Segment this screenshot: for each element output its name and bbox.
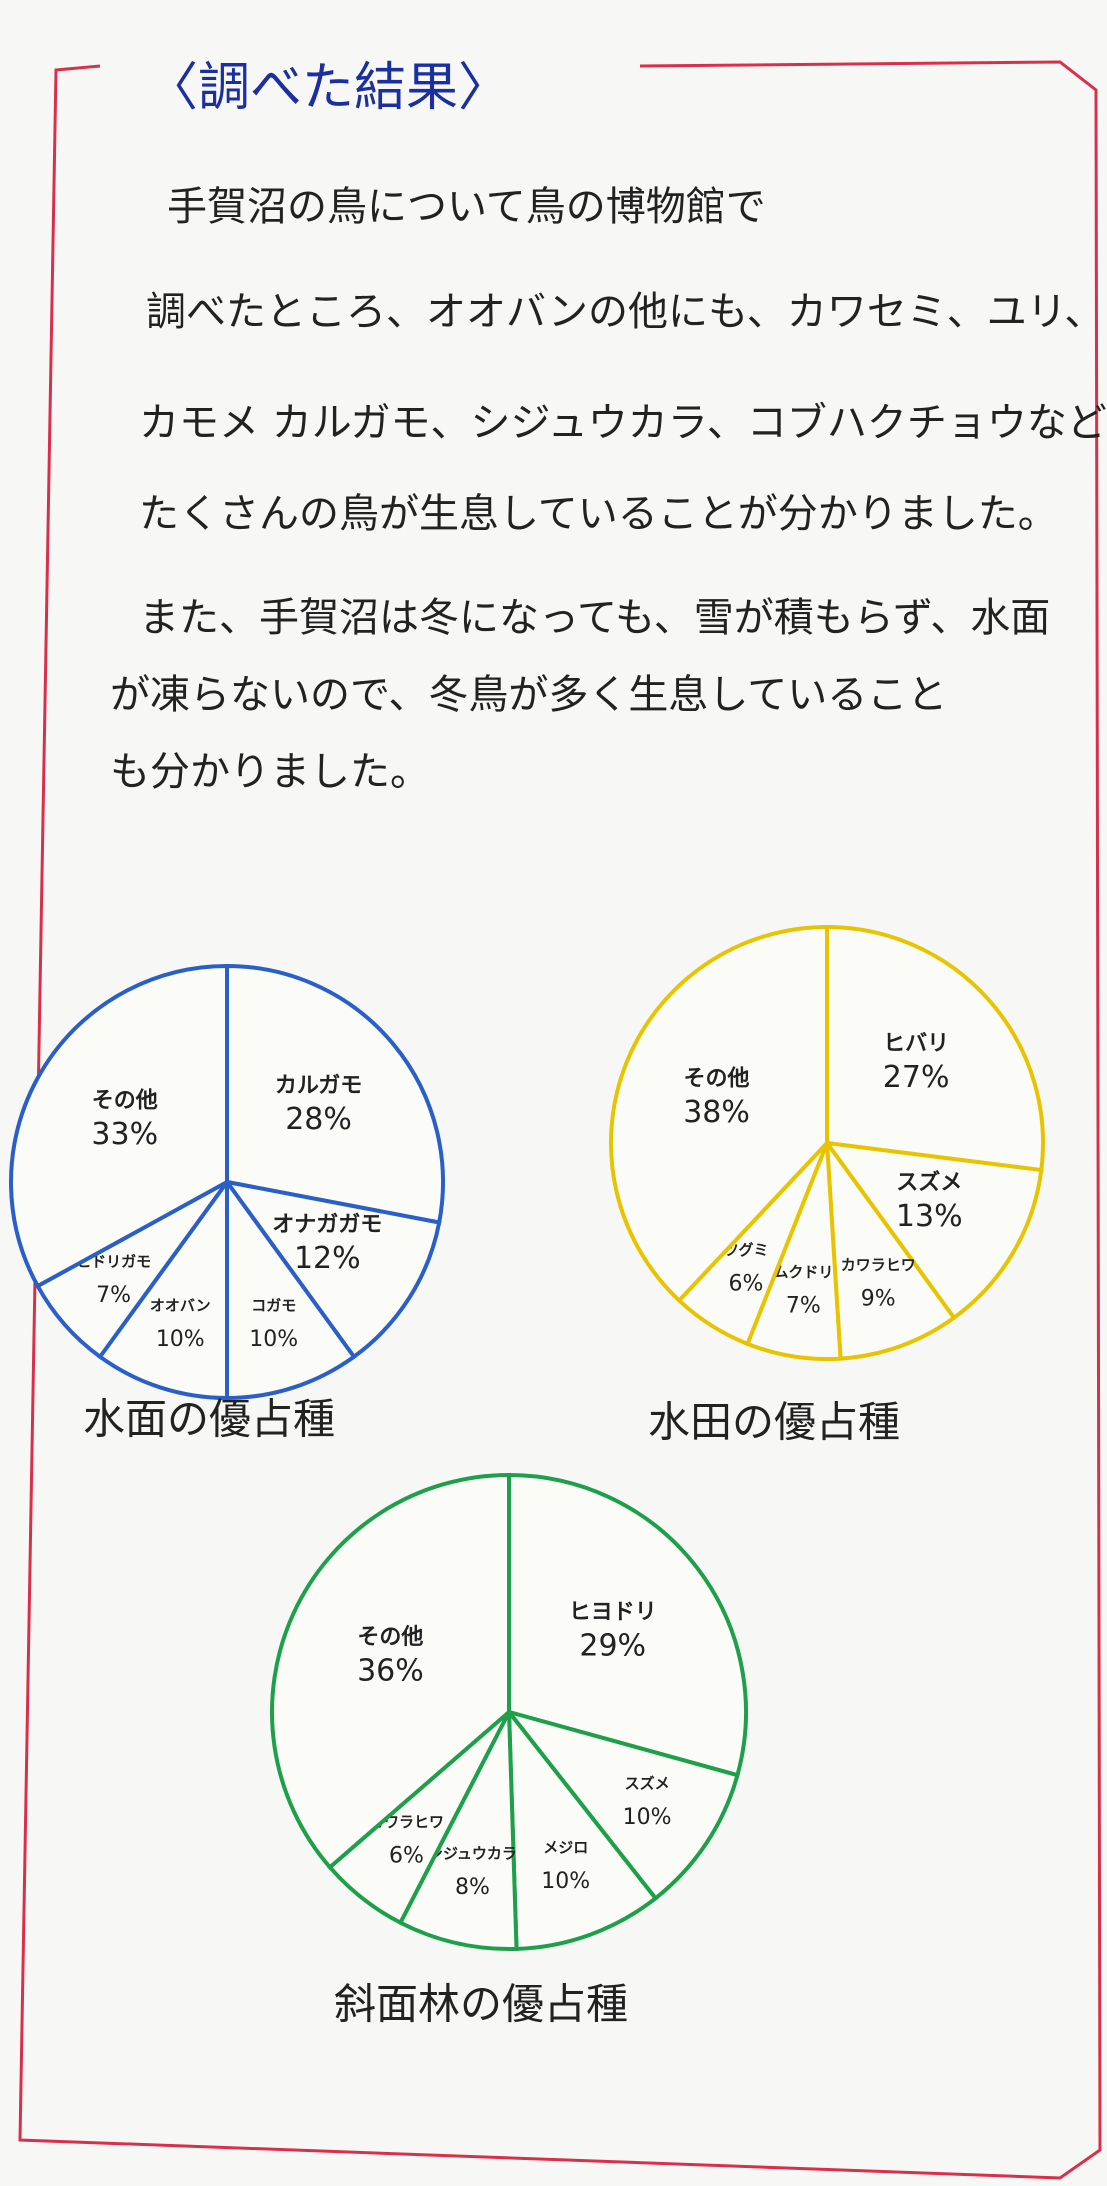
slice-value: 10% [541, 1869, 590, 1894]
paragraph-line: 手賀沼の鳥について鳥の博物館で [167, 184, 766, 230]
slice-value: 29% [579, 1629, 646, 1664]
slice-label: メジロ [543, 1838, 588, 1856]
slice-label: その他 [357, 1625, 423, 1650]
slice-value: 33% [91, 1117, 158, 1152]
slice-label: オナガガモ [272, 1213, 382, 1238]
slice-value: 27% [883, 1060, 950, 1095]
slice-value: 10% [623, 1805, 672, 1830]
slice-value: 12% [294, 1241, 361, 1276]
slice-value: 28% [285, 1102, 352, 1137]
slice-value: 6% [729, 1272, 764, 1297]
pie-title: 水面の優占種 [83, 1395, 335, 1444]
slice-value: 38% [683, 1095, 750, 1130]
slice-value: 8% [455, 1875, 490, 1900]
slice-label: スズメ [896, 1169, 962, 1195]
slice-value: 7% [96, 1283, 131, 1308]
slice-value: 10% [156, 1327, 205, 1352]
slice-label: その他 [684, 1066, 750, 1091]
slice-label: カルガモ [275, 1073, 362, 1098]
slice-label: ヒヨドリ [569, 1600, 657, 1625]
slice-value: 36% [357, 1653, 424, 1688]
slice-label: スズメ [625, 1774, 670, 1792]
paragraph-line: 調べたところ、オオバンの他にも、カワセミ、ユリ、 [146, 289, 1104, 335]
slice-label: ムクドリ [773, 1263, 833, 1281]
paragraph-line: また、手賀沼は冬になっても、雪が積もらず、水面 [139, 595, 1050, 641]
paragraph-line: も分かりました。 [110, 749, 430, 795]
slice-value: 10% [249, 1327, 298, 1352]
pie-title: 水田の優占種 [648, 1398, 900, 1447]
slice-value: 9% [861, 1286, 896, 1311]
pie-title: 斜面林の優占種 [334, 1980, 628, 2029]
paragraph-line: たくさんの鳥が生息していることが分かりました。 [139, 491, 1058, 537]
page: 〈調べた結果〉 手賀沼の鳥について鳥の博物館で 調べたところ、オオバンの他にも、… [0, 0, 1107, 2186]
slice-label: カワラヒワ [841, 1256, 916, 1274]
slice-value: 13% [896, 1199, 963, 1234]
slice-label: オオバン [150, 1296, 211, 1314]
slice-value: 7% [786, 1293, 821, 1318]
paragraph-line: カモメ カルガモ、シジュウカラ、コブハクチョウなど、 [139, 400, 1107, 446]
slice-label: コガモ [251, 1296, 296, 1314]
heading: 〈調べた結果〉 [146, 58, 510, 118]
slice-label: その他 [92, 1089, 158, 1114]
slice-value: 6% [389, 1843, 424, 1868]
paragraph-line: が凍らないので、冬鳥が多く生息していること [110, 672, 947, 718]
slice-label: ヒバリ [883, 1031, 949, 1056]
